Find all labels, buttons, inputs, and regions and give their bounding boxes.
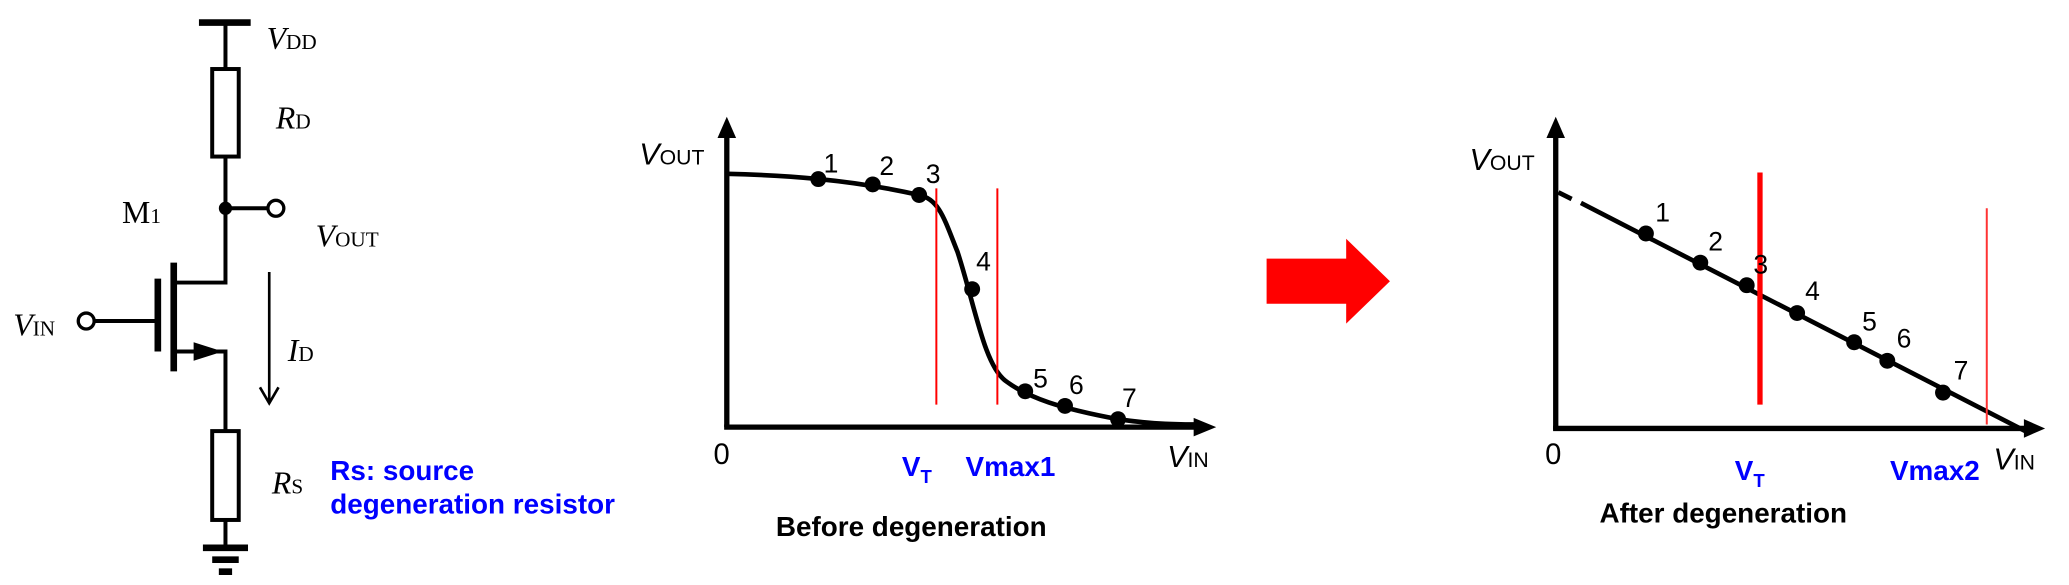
point-label-5: 5 <box>1033 363 1048 393</box>
point-label-4: 4 <box>1805 276 1820 306</box>
rd-label: RD <box>275 101 311 136</box>
transition-arrow-icon <box>1266 238 1390 324</box>
data-points <box>810 171 1127 428</box>
current-arrow-icon <box>258 271 280 406</box>
point-1 <box>810 171 827 188</box>
point-3 <box>911 187 928 203</box>
x-axis-arrow-icon <box>1193 417 1217 437</box>
origin-label: 0 <box>714 439 730 471</box>
point-6 <box>1879 352 1896 369</box>
resistor-rs <box>210 429 241 522</box>
point-label-1: 1 <box>824 148 839 178</box>
rs-note-line1: Rs: source <box>330 455 474 486</box>
vin-terminal <box>76 311 96 331</box>
point-5 <box>1017 383 1034 400</box>
y-axis-label: VOUT <box>639 138 704 172</box>
ground-icon <box>202 544 249 575</box>
data-points <box>1637 225 1951 401</box>
point-label-3: 3 <box>926 159 941 189</box>
point-4 <box>964 281 981 298</box>
point-2 <box>1692 254 1709 271</box>
point-label-6: 6 <box>1069 370 1084 400</box>
vin-label: VIN <box>13 308 55 343</box>
point-7 <box>1110 411 1127 428</box>
point-1 <box>1637 225 1654 242</box>
resistor-rd <box>210 67 241 159</box>
point-2 <box>864 176 881 193</box>
point-label-6: 6 <box>1897 324 1912 354</box>
point-label-7: 7 <box>1954 355 1969 385</box>
vmax1-label: Vmax1 <box>966 451 1056 482</box>
point-label-7: 7 <box>1122 383 1137 413</box>
vmax2-label: Vmax2 <box>1890 455 1980 486</box>
vdd-label: VDD <box>267 21 317 56</box>
common-source-circuit: VDD RD VOUT M1 VIN ID RS Rs: source dege… <box>13 19 615 575</box>
after-degeneration-plot: VOUT VIN 0 1 2 3 4 5 6 7 VT Vmax2 After … <box>1470 116 2046 529</box>
point-label-3: 3 <box>1753 249 1768 279</box>
vt-label: VT <box>902 451 933 487</box>
before-degeneration-plot: VOUT VIN 0 1 2 3 4 5 6 7 VT Vmax1 Before… <box>639 116 1217 542</box>
transfer-line-dashed <box>1557 190 1573 202</box>
point-6 <box>1057 397 1073 414</box>
x-axis-label: VIN <box>1167 440 1209 474</box>
after-caption: After degeneration <box>1599 498 1847 529</box>
before-caption: Before degeneration <box>776 511 1047 542</box>
y-axis-arrow-icon <box>1546 116 1566 138</box>
point-7 <box>1935 384 1951 401</box>
vt-label: VT <box>1735 455 1766 491</box>
vout-terminal <box>266 198 286 218</box>
point-label-2: 2 <box>1708 227 1723 257</box>
rs-label: RS <box>271 465 303 500</box>
point-label-1: 1 <box>1655 198 1670 228</box>
x-axis-label: VIN <box>1993 443 2035 477</box>
point-label-2: 2 <box>879 151 894 181</box>
y-axis-arrow-icon <box>717 116 737 138</box>
y-axis-label: VOUT <box>1470 143 1535 177</box>
point-label-4: 4 <box>976 247 991 277</box>
m1-label: M1 <box>122 195 161 230</box>
point-3 <box>1738 277 1755 294</box>
point-label-5: 5 <box>1862 306 1877 336</box>
point-4 <box>1789 305 1806 322</box>
origin-label: 0 <box>1545 439 1561 471</box>
x-axis-arrow-icon <box>2023 419 2046 438</box>
id-label: ID <box>287 333 314 368</box>
vout-label: VOUT <box>316 219 379 254</box>
source-arrow-icon <box>193 342 223 361</box>
point-5 <box>1846 334 1863 351</box>
rs-note-line2: degeneration resistor <box>330 488 615 519</box>
